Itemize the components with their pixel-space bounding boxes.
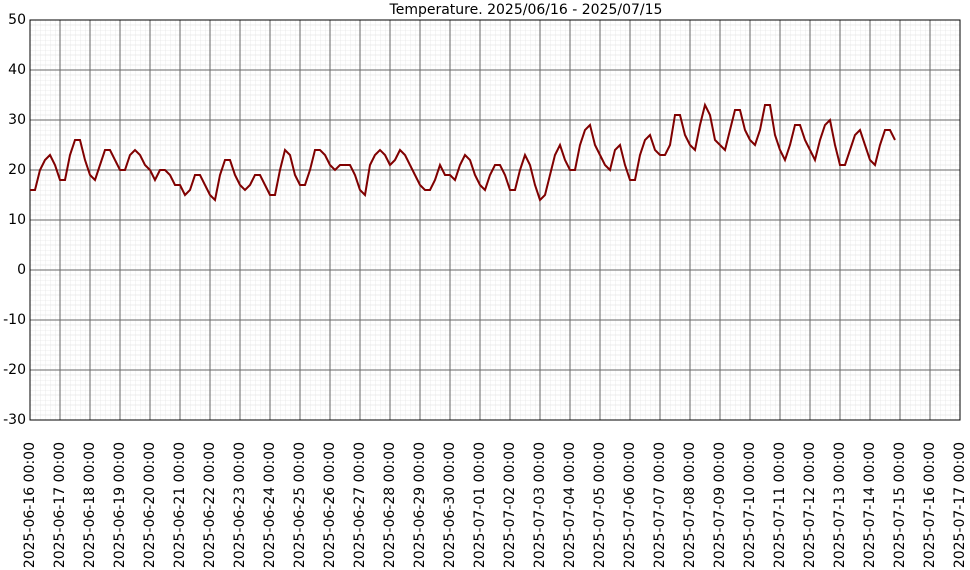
x-tick-label: 2025-06-26 00:00: [322, 442, 338, 568]
x-tick-label: 2025-07-01 00:00: [472, 442, 488, 568]
x-tick-label: 2025-06-19 00:00: [112, 442, 128, 568]
x-tick-label: 2025-07-07 00:00: [652, 442, 668, 568]
x-tick-label: 2025-06-30 00:00: [442, 442, 458, 568]
x-tick-label: 2025-07-15 00:00: [892, 442, 908, 568]
x-tick-label: 2025-07-04 00:00: [562, 442, 578, 568]
x-tick-label: 2025-06-20 00:00: [142, 442, 158, 568]
x-tick-label: 2025-06-18 00:00: [82, 442, 98, 568]
x-tick-label: 2025-07-02 00:00: [502, 442, 518, 568]
plot-frame: [29, 19, 961, 421]
x-tick-label: 2025-06-24 00:00: [262, 442, 278, 568]
x-tick-label: 2025-07-05 00:00: [592, 442, 608, 568]
y-tick-label: 0: [17, 262, 26, 278]
x-tick-label: 2025-06-22 00:00: [202, 442, 218, 568]
x-tick-label: 2025-06-25 00:00: [292, 442, 308, 568]
y-tick-label: 10: [8, 212, 26, 228]
x-tick-label: 2025-06-23 00:00: [232, 442, 248, 568]
x-tick-label: 2025-07-14 00:00: [862, 442, 878, 568]
x-tick-label: 2025-06-29 00:00: [412, 442, 428, 568]
x-tick-label: 2025-07-12 00:00: [802, 442, 818, 568]
chart-title: Temperature. 2025/06/16 - 2025/07/15: [389, 2, 663, 18]
x-tick-label: 2025-07-13 00:00: [832, 442, 848, 568]
y-tick-label: 20: [8, 162, 26, 178]
x-tick-label: 2025-07-17 00:00: [952, 442, 968, 568]
x-tick-label: 2025-06-21 00:00: [172, 442, 188, 568]
x-tick-label: 2025-06-17 00:00: [52, 442, 68, 568]
x-tick-label: 2025-06-28 00:00: [382, 442, 398, 568]
y-tick-label: -10: [3, 312, 26, 328]
x-tick-label: 2025-07-03 00:00: [532, 442, 548, 568]
y-tick-label: 50: [8, 12, 26, 28]
x-tick-label: 2025-07-10 00:00: [742, 442, 758, 568]
x-tick-label: 2025-07-06 00:00: [622, 442, 638, 568]
x-tick-label: 2025-07-16 00:00: [922, 442, 938, 568]
x-tick-label: 2025-06-16 00:00: [22, 442, 38, 568]
y-tick-label: -30: [3, 412, 26, 428]
x-tick-label: 2025-07-09 00:00: [712, 442, 728, 568]
x-tick-label: 2025-06-27 00:00: [352, 442, 368, 568]
x-tick-label: 2025-07-11 00:00: [772, 442, 788, 568]
line: [30, 102, 896, 203]
y-tick-label: -20: [3, 362, 26, 378]
x-tick-label: 2025-07-08 00:00: [682, 442, 698, 568]
y-tick-label: 30: [8, 112, 26, 128]
y-tick-label: 40: [8, 62, 26, 78]
